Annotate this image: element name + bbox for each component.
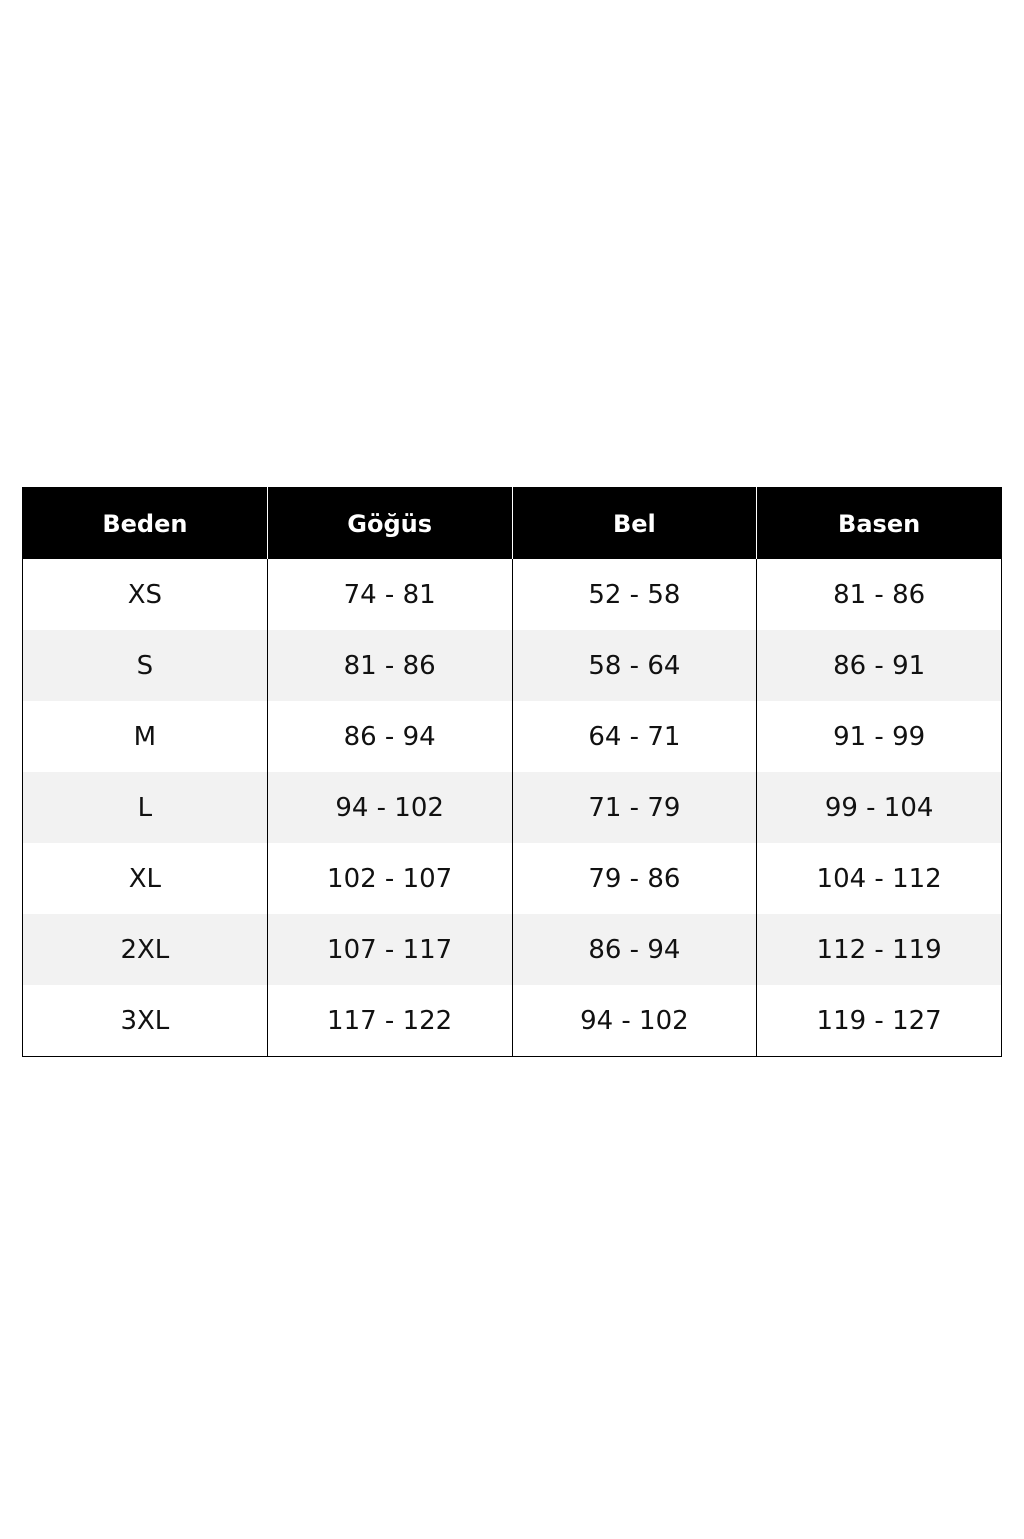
table-row: 3XL 117 - 122 94 - 102 119 - 127 <box>23 985 1002 1057</box>
cell-chest: 94 - 102 <box>266 772 512 843</box>
header-bel: Bel <box>511 487 757 559</box>
cell-waist: 58 - 64 <box>511 630 757 701</box>
cell-chest: 74 - 81 <box>266 559 512 630</box>
cell-waist: 64 - 71 <box>511 701 757 772</box>
table-row: XS 74 - 81 52 - 58 81 - 86 <box>23 559 1002 630</box>
cell-size: XS <box>127 579 163 610</box>
table-body: XS 74 - 81 52 - 58 81 - 86 S 81 - 86 58 - 64 86… <box>22 559 1002 1057</box>
cell-hips: 112 - 119 <box>756 914 1002 985</box>
table-row: S 81 - 86 58 - 64 86 - 91 <box>22 630 1002 701</box>
table-row: 2XL 107 - 117 86 - 94 112 - 119 <box>22 914 1002 985</box>
cell-hips: 119 - 127 <box>756 985 1002 1057</box>
cell-waist: 86 - 94 <box>511 914 757 985</box>
cell-chest: 102 - 107 <box>266 843 512 914</box>
header-row: Beden Göğüs Bel Basen <box>22 487 1002 559</box>
cell-hips: 81 - 86 <box>756 559 1002 630</box>
cell-waist: 94 - 102 <box>511 985 757 1057</box>
size-chart-table: Beden Göğüs Bel Basen XS 74 - 81 52 - 58 81… <box>22 487 1002 1057</box>
cell-size: M <box>133 721 157 752</box>
cell-waist: 79 - 86 <box>511 843 757 914</box>
cell-chest: 86 - 94 <box>266 701 512 772</box>
cell-size: XL <box>128 863 162 894</box>
cell-hips: 104 - 112 <box>756 843 1002 914</box>
cell-chest: 117 - 122 <box>266 985 512 1057</box>
table-row: XL 102 - 107 79 - 86 104 - 112 <box>23 843 1002 914</box>
cell-chest: 107 - 117 <box>266 914 512 985</box>
header-basen: Basen <box>756 487 1002 559</box>
cell-size: 2XL <box>22 914 268 985</box>
cell-waist: 52 - 58 <box>511 559 757 630</box>
cell-hips: 99 - 104 <box>756 772 1002 843</box>
cell-size: S <box>22 630 268 701</box>
cell-size: 3XL <box>120 1005 170 1036</box>
table-row: M 86 - 94 64 - 71 91 - 99 <box>23 701 1002 772</box>
cell-hips: 86 - 91 <box>756 630 1002 701</box>
cell-hips: 91 - 99 <box>756 701 1002 772</box>
cell-waist: 71 - 79 <box>511 772 757 843</box>
header-gogus: Göğüs <box>266 487 512 559</box>
table-row: L 94 - 102 71 - 79 99 - 104 <box>22 772 1002 843</box>
cell-size: L <box>22 772 268 843</box>
cell-chest: 81 - 86 <box>266 630 512 701</box>
header-beden: Beden <box>22 487 268 559</box>
